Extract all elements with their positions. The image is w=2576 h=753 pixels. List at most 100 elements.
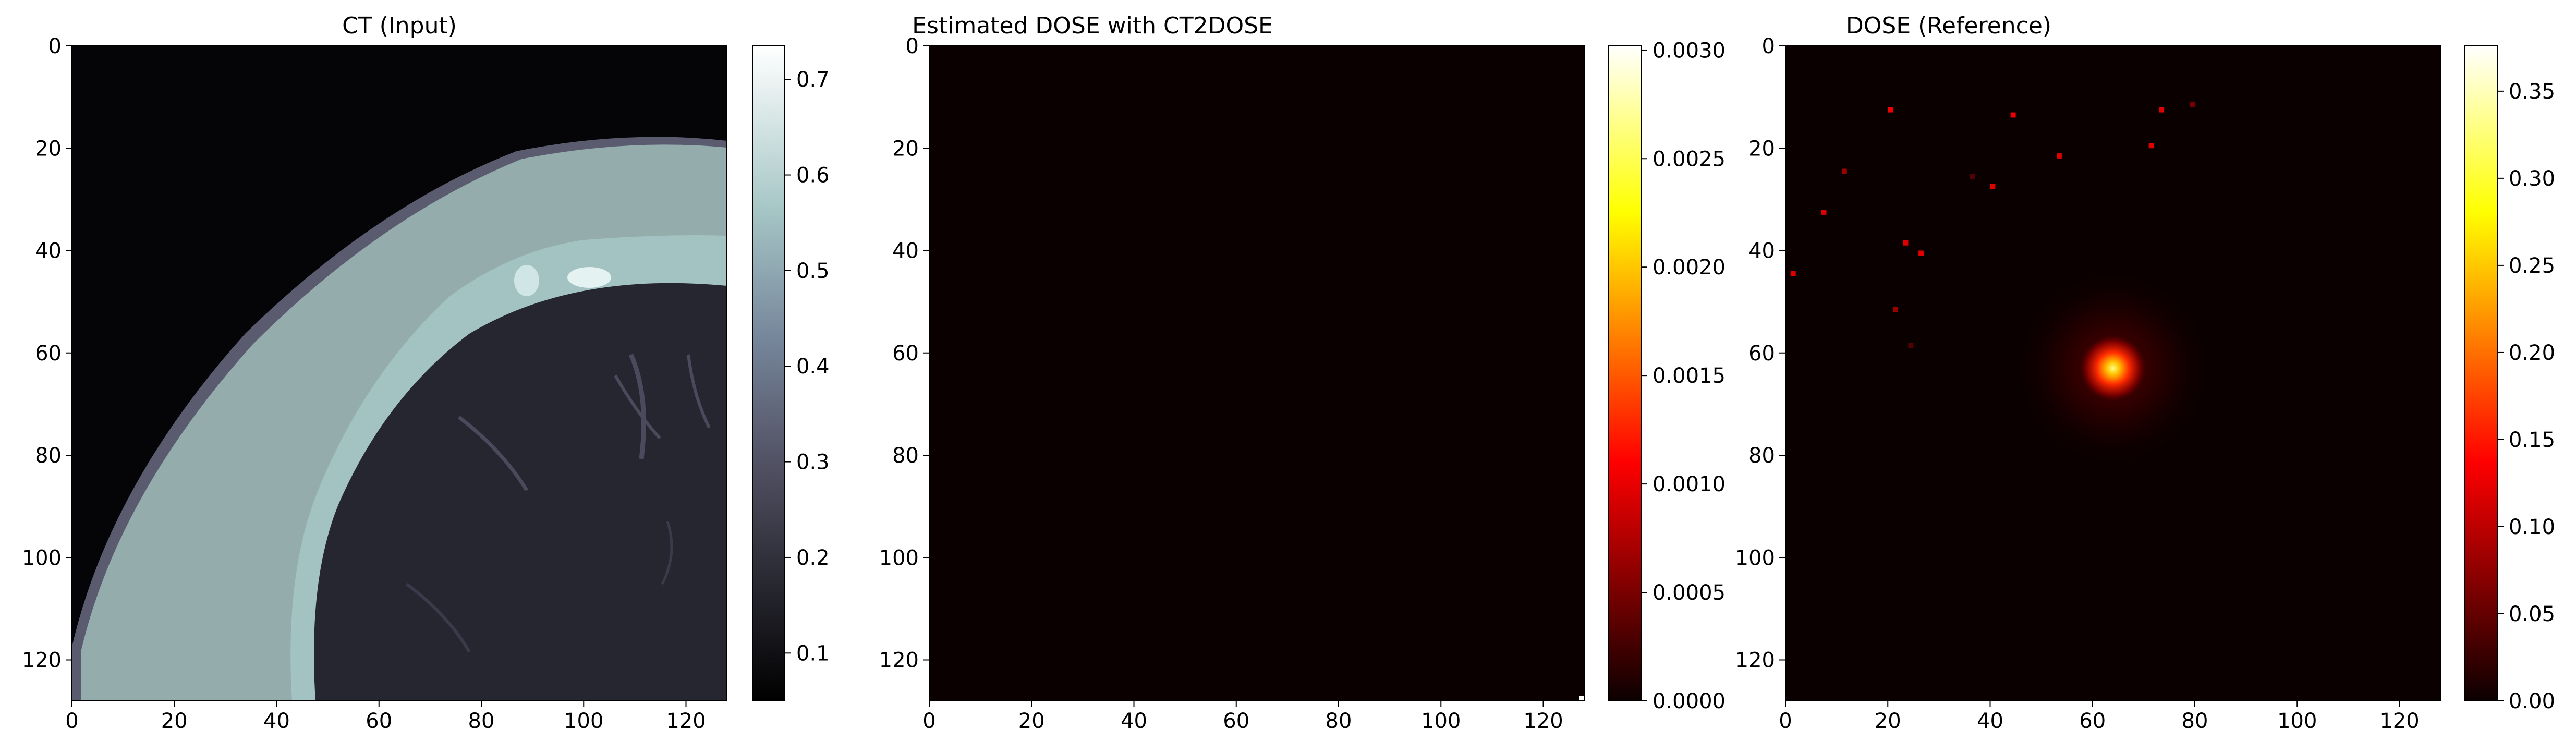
x-tick-label: 100 bbox=[564, 709, 603, 733]
dose-point bbox=[2010, 112, 2016, 118]
ct-colorbar-ticks: 0.1 0.2 0.3 0.4 0.5 0.6 0.7 bbox=[785, 68, 830, 665]
panel-title: Estimated DOSE with CT2DOSE bbox=[912, 13, 1273, 39]
x-tick-label: 120 bbox=[2379, 709, 2419, 733]
colorbar-tick-label: 0.0015 bbox=[1652, 364, 1726, 388]
estimated-colorbar bbox=[1608, 45, 1642, 701]
estimated-dose-hot-pixels bbox=[1579, 696, 1584, 701]
x-tick-label: 0 bbox=[65, 709, 78, 733]
dose-point bbox=[2148, 143, 2154, 149]
colorbar-tick-label: 0.1 bbox=[796, 641, 830, 665]
panel-ct-input: CT (Input) 0 20 40 60 80 100 120 0 20 40 60 80 100 1… bbox=[22, 13, 830, 733]
ct-image bbox=[72, 46, 727, 701]
x-tick-label: 60 bbox=[366, 709, 392, 733]
x-tick-label: 60 bbox=[1223, 709, 1249, 733]
x-tick-label: 40 bbox=[263, 709, 290, 733]
y-tick-label: 80 bbox=[1748, 444, 1775, 468]
y-tick-label: 60 bbox=[1748, 342, 1775, 366]
dose-point bbox=[1888, 107, 1893, 113]
dose-point bbox=[1918, 250, 1924, 256]
dose-point bbox=[1841, 168, 1847, 174]
dose-hotspot bbox=[2077, 332, 2149, 404]
panel-title: CT (Input) bbox=[342, 13, 457, 39]
colorbar-tick-label: 0.10 bbox=[2509, 515, 2555, 539]
colorbar-tick-label: 0.2 bbox=[796, 546, 830, 570]
dose-point bbox=[1970, 174, 1975, 179]
y-tick-label: 100 bbox=[1735, 546, 1775, 570]
y-tick-label: 100 bbox=[22, 546, 62, 570]
y-tick-label: 100 bbox=[879, 546, 919, 570]
ct-rib-highlight-2 bbox=[514, 265, 539, 296]
ct-vessel-4 bbox=[687, 354, 711, 429]
y-tick-label: 20 bbox=[892, 137, 919, 161]
y-tick-label: 40 bbox=[35, 239, 62, 263]
y-tick-label: 80 bbox=[892, 444, 919, 468]
colorbar-tick-label: 0.0025 bbox=[1652, 147, 1726, 171]
y-tick-label: 0 bbox=[48, 34, 62, 58]
ct-plot-frame bbox=[71, 45, 727, 701]
estimated-colorbar-ticks: 0.0000 0.0005 0.0010 0.0015 0.0020 0.0025 0.00… bbox=[1641, 39, 1726, 713]
panel-reference-dose: DOSE (Reference) 0 20 40 60 80 100 120 0 20 40 60… bbox=[1735, 13, 2555, 733]
colorbar-tick-label: 0.6 bbox=[796, 164, 830, 188]
x-tick-label: 20 bbox=[161, 709, 188, 733]
colorbar-tick-label: 0.4 bbox=[796, 355, 830, 379]
estimated-y-axis: 0 20 40 60 80 100 120 bbox=[879, 34, 929, 673]
x-tick-label: 0 bbox=[922, 709, 935, 733]
colorbar-tick-label: 0.0030 bbox=[1652, 39, 1726, 63]
hot-pixel bbox=[1579, 696, 1584, 701]
x-tick-label: 0 bbox=[1779, 709, 1792, 733]
colorbar-tick-label: 0.05 bbox=[2509, 602, 2555, 626]
ct-y-axis: 0 20 40 60 80 100 120 bbox=[22, 34, 72, 673]
x-tick-label: 120 bbox=[666, 709, 706, 733]
x-tick-label: 40 bbox=[1121, 709, 1147, 733]
ct-vessel-5 bbox=[406, 582, 471, 653]
estimated-plot-frame bbox=[929, 45, 1585, 701]
colorbar-tick-label: 0.00 bbox=[2509, 689, 2555, 713]
y-tick-label: 60 bbox=[35, 342, 62, 366]
dose-point bbox=[1908, 343, 1914, 348]
ct-vessel-6 bbox=[661, 521, 673, 585]
colorbar-tick-label: 0.0020 bbox=[1652, 256, 1726, 280]
colorbar-tick-label: 0.35 bbox=[2509, 80, 2555, 104]
ct-vessel-1 bbox=[628, 354, 646, 459]
x-tick-label: 20 bbox=[1018, 709, 1045, 733]
x-tick-label: 120 bbox=[1523, 709, 1563, 733]
dose-point bbox=[1903, 240, 1909, 246]
x-tick-label: 20 bbox=[1875, 709, 1901, 733]
reference-colorbar bbox=[2464, 45, 2498, 701]
colorbar-tick-label: 0.7 bbox=[796, 68, 830, 92]
colorbar-tick-label: 0.0005 bbox=[1652, 581, 1726, 605]
y-tick-label: 40 bbox=[892, 239, 919, 263]
reference-colorbar-ticks: 0.00 0.05 0.10 0.15 0.20 0.25 0.30 0.35 bbox=[2497, 80, 2555, 713]
x-tick-label: 80 bbox=[1326, 709, 1352, 733]
dose-point bbox=[2159, 107, 2165, 113]
x-tick-label: 80 bbox=[468, 709, 495, 733]
ct-vessel-3 bbox=[457, 416, 528, 491]
y-tick-label: 120 bbox=[1735, 649, 1775, 673]
y-tick-label: 0 bbox=[906, 34, 919, 58]
colorbar-tick-label: 0.15 bbox=[2509, 428, 2555, 452]
y-tick-label: 0 bbox=[1762, 34, 1775, 58]
colorbar-tick-label: 0.3 bbox=[796, 451, 830, 475]
colorbar-tick-label: 0.0010 bbox=[1652, 472, 1726, 496]
y-tick-label: 80 bbox=[35, 444, 62, 468]
reference-x-axis: 0 20 40 60 80 100 120 bbox=[1779, 701, 2420, 733]
dose-point bbox=[2190, 102, 2195, 107]
colorbar-tick-label: 0.25 bbox=[2509, 254, 2555, 278]
dose-point bbox=[2057, 153, 2062, 159]
x-tick-label: 100 bbox=[1421, 709, 1461, 733]
panel-title: DOSE (Reference) bbox=[1846, 13, 2051, 39]
colorbar-tick-label: 0.20 bbox=[2509, 341, 2555, 365]
estimated-dose-image bbox=[929, 46, 1584, 701]
colorbar-tick-label: 0.0000 bbox=[1652, 689, 1726, 713]
y-tick-label: 120 bbox=[879, 649, 919, 673]
ct-rib-highlight bbox=[567, 267, 611, 288]
reference-dose-marks bbox=[1790, 102, 2210, 466]
dose-point bbox=[1821, 210, 1827, 215]
panel-estimated-dose: Estimated DOSE with CT2DOSE 0 20 40 60 80 100… bbox=[879, 13, 1726, 733]
ct-colorbar bbox=[752, 45, 785, 701]
x-tick-label: 40 bbox=[1977, 709, 2003, 733]
colorbar-tick-label: 0.30 bbox=[2509, 167, 2555, 191]
colorbar-tick-label: 0.5 bbox=[796, 259, 830, 283]
y-tick-label: 120 bbox=[22, 649, 62, 673]
